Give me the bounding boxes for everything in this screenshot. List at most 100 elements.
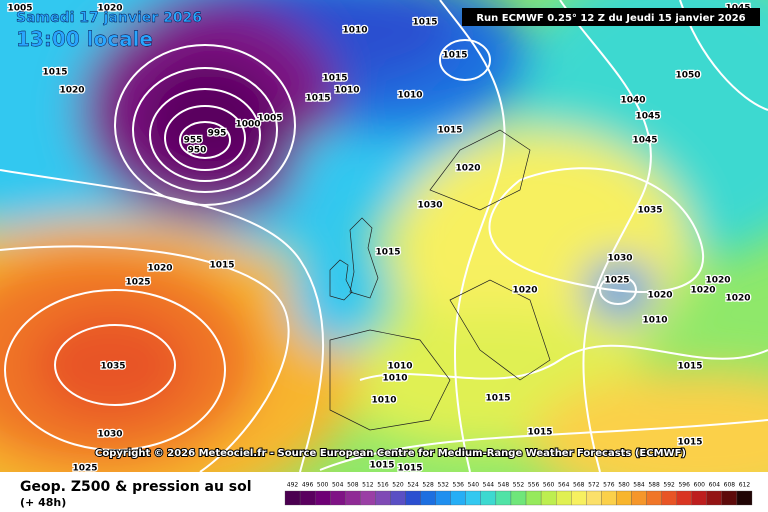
colorbar-swatch [661, 490, 677, 506]
isobar-label: 1010 [371, 396, 396, 406]
colorbar-label: 580 [618, 482, 630, 489]
isobar-label: 1020 [512, 286, 537, 296]
colorbar-label: 568 [573, 482, 585, 489]
copyright: Copyright © 2026 Meteociel.fr - Source E… [95, 448, 686, 459]
isobar-label: 1010 [342, 26, 367, 36]
colorbar-swatch [525, 490, 542, 506]
colorbar-swatch [299, 490, 316, 506]
colorbar-swatch [495, 490, 512, 506]
isobar-label: 1015 [375, 248, 400, 258]
colorbar-swatch [390, 490, 406, 506]
isobar-label: 950 [188, 146, 207, 156]
colorbar-label: 532 [437, 482, 449, 489]
colorbar-label: 500 [317, 482, 329, 489]
forecast-date: Samedi 17 janvier 2026 [16, 10, 202, 26]
isobar-label: 1010 [334, 86, 359, 96]
colorbar-swatch [616, 490, 632, 506]
isobar-label: 1000 [235, 120, 260, 130]
colorbar-swatch [435, 490, 451, 506]
colorbar-swatch [736, 490, 753, 506]
isobar-label: 1015 [305, 94, 330, 104]
isobar-label: 1015 [322, 74, 347, 84]
isobar-label: 1010 [387, 362, 412, 372]
colorbar-swatch [601, 490, 617, 506]
isobar-label: 1015 [42, 68, 67, 78]
isobar-label: 1010 [397, 91, 422, 101]
colorbar-label: 520 [392, 482, 404, 489]
colorbar-swatch [540, 490, 557, 506]
colorbar-label: 560 [543, 482, 555, 489]
isobar-label: 1030 [417, 201, 442, 211]
colorbar-swatch [706, 490, 723, 506]
footer-lead: (+ 48h) [20, 496, 66, 509]
colorbar-label: 496 [302, 482, 314, 489]
isobar-label: 1020 [455, 164, 480, 174]
colorbar-label: 584 [633, 482, 645, 489]
isobar-label: 1020 [705, 276, 730, 286]
colorbar-label: 588 [648, 482, 660, 489]
colorbar-swatch [676, 490, 692, 506]
isobar-label: 1015 [209, 261, 234, 271]
isobar-label: 1015 [485, 394, 510, 404]
colorbar-swatch [375, 490, 391, 506]
colorbar-swatch [571, 490, 587, 506]
colorbar-label: 504 [332, 482, 344, 489]
colorbar-label: 512 [362, 482, 374, 489]
isobar-label: 1020 [97, 4, 122, 14]
colorbar-label: 528 [422, 482, 434, 489]
isobar-label: 1010 [642, 316, 667, 326]
run-box [462, 8, 760, 26]
isobar-label: 1015 [412, 18, 437, 28]
isobar-label: 1025 [604, 276, 629, 286]
forecast-time: 13:00 locale [16, 27, 153, 51]
colorbar-swatch [465, 490, 481, 506]
isobar-label: 1015 [677, 438, 702, 448]
isobar-label: 1005 [7, 4, 32, 14]
isobars [0, 0, 768, 472]
colorbar-swatch [330, 490, 346, 506]
isobar-label: 1025 [72, 464, 97, 474]
colorbar-label: 544 [483, 482, 495, 489]
colorbar-label: 548 [498, 482, 510, 489]
colorbar-swatch [721, 490, 738, 506]
footer-title: Geop. Z500 & pression au sol [20, 479, 252, 495]
isobar-label: 1025 [125, 278, 150, 288]
colorbar-swatch [556, 490, 572, 506]
isobar-label: 1005 [257, 114, 282, 124]
colorbar-label: 596 [678, 482, 690, 489]
isobar-label: 1020 [647, 291, 672, 301]
colorbar-swatch [691, 490, 707, 506]
colorbar-label: 612 [739, 482, 751, 489]
isobar-label: 1015 [527, 428, 552, 438]
isobar-label: 1045 [632, 136, 657, 146]
colorbar-swatch [586, 490, 602, 506]
colorbar-label: 524 [407, 482, 419, 489]
isobar-label: 1010 [382, 374, 407, 384]
colorbar-label: 540 [468, 482, 480, 489]
colorbar-swatch [420, 490, 436, 506]
colorbar-label: 516 [377, 482, 389, 489]
isobar-label: 1020 [725, 294, 750, 304]
isobar-label: 1015 [369, 461, 394, 471]
colorbar-label: 604 [709, 482, 721, 489]
isobar-label: 1020 [59, 86, 84, 96]
colorbar-label: 564 [558, 482, 570, 489]
isobar-label: 1015 [442, 51, 467, 61]
isobar-label: 1030 [97, 430, 122, 440]
isobar-label: 1020 [690, 286, 715, 296]
colorbar-swatch [510, 490, 527, 506]
isobar-label: 955 [184, 136, 203, 146]
colorbar-label: 608 [724, 482, 736, 489]
isobar-label: 1020 [147, 264, 172, 274]
colorbar-label: 572 [588, 482, 600, 489]
isobar-label: 1035 [637, 206, 662, 216]
isobar-label: 1045 [635, 112, 660, 122]
colorbar-swatch [480, 490, 497, 506]
colorbar-label: 552 [513, 482, 525, 489]
colorbar-swatch [314, 490, 331, 506]
isobar-label: 1035 [100, 362, 125, 372]
colorbar-swatch [360, 490, 376, 506]
colorbar-swatch [631, 490, 647, 506]
